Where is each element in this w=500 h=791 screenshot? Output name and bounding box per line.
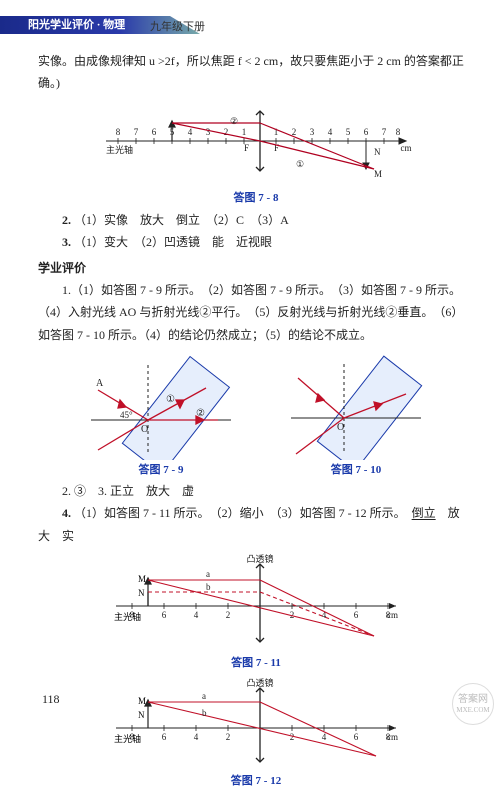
figure-row-9-10: A O 45° ① ② 答图 7 - 9 [38,350,474,480]
figure-7-12: 8642 2468 cm 凸透镜 M N a b 主光轴 [106,676,406,768]
eval-1: 1.（1）如答图 7 - 9 所示。 （2）如答图 7 - 9 所示。 （3）如… [38,279,474,346]
svg-text:F: F [244,143,249,153]
svg-text:主光轴: 主光轴 [106,144,133,155]
top-line: 实像。由成像规律知 u >2f，所以焦距 f < 2 cm，故只要焦距小于 2 … [38,50,474,94]
svg-text:cm: cm [387,610,398,620]
figure-7-8: 8765 4321 1234 5678 cm F F [96,97,416,185]
svg-text:6: 6 [152,127,157,137]
svg-text:4: 4 [194,610,199,620]
svg-text:4: 4 [322,732,327,742]
page-content: 实像。由成像规律知 u >2f，所以焦距 f < 2 cm，故只要焦距小于 2 … [38,50,474,791]
figure-7-9: A O 45° ① ② [86,350,236,460]
svg-text:45°: 45° [120,410,133,420]
svg-text:3: 3 [310,127,315,137]
caption-7-8: 答图 7 - 8 [38,188,474,208]
svg-text:4: 4 [328,127,333,137]
svg-text:②: ② [230,116,238,126]
figure-7-11: 8642 2468 cm 凸透镜 M N a b [106,550,406,650]
caption-7-10: 答图 7 - 10 [331,460,381,480]
caption-7-11: 答图 7 - 11 [38,653,474,673]
svg-text:a: a [202,691,206,701]
svg-text:凸透镜: 凸透镜 [246,677,273,688]
svg-text:8: 8 [396,127,401,137]
svg-text:6: 6 [354,610,359,620]
svg-text:4: 4 [188,127,193,137]
svg-text:主光轴: 主光轴 [114,611,141,622]
answer-3: 3. （1）变大 （2）凹透镜 能 近视眼 [38,231,474,253]
header-subtitle: 九年级下册 [150,18,205,34]
svg-text:1: 1 [242,127,247,137]
svg-text:2: 2 [224,127,229,137]
svg-text:cm: cm [387,732,398,742]
svg-text:6: 6 [162,732,167,742]
line-4b: 大 实 [38,525,474,547]
answer-2: 2. （1）实像 放大 倒立 （2）C （3）A [38,209,474,231]
line-4: 4. （1）如答图 7 - 11 所示。 （2）缩小 （3）如答图 7 - 12… [38,502,474,524]
svg-text:凸透镜: 凸透镜 [246,553,273,564]
svg-text:O: O [141,424,148,435]
svg-text:5: 5 [346,127,351,137]
caption-7-9: 答图 7 - 9 [139,460,184,480]
svg-text:6: 6 [162,610,167,620]
svg-text:2: 2 [226,732,231,742]
page-number: 118 [42,692,60,707]
section-heading: 学业评价 [38,257,474,279]
svg-text:a: a [206,569,210,579]
svg-text:cm: cm [401,143,412,153]
svg-text:b: b [206,582,211,592]
svg-text:6: 6 [364,127,369,137]
svg-text:6: 6 [354,732,359,742]
figure-7-10: O [286,350,426,460]
svg-text:3: 3 [206,127,211,137]
svg-text:主光轴: 主光轴 [114,733,141,744]
svg-text:M: M [138,696,146,706]
svg-text:N: N [138,710,145,720]
svg-text:7: 7 [134,127,139,137]
svg-text:M: M [138,574,146,584]
svg-text:N: N [138,588,145,598]
svg-text:N: N [374,147,381,157]
svg-text:8: 8 [116,127,121,137]
line-2-3: 2. ③ 3. 正立 放大 虚 [38,480,474,502]
svg-text:M: M [374,169,382,179]
watermark: 答案网 MXE.COM [452,683,494,725]
svg-text:②: ② [196,408,205,419]
svg-text:①: ① [296,159,304,169]
svg-text:①: ① [166,394,175,405]
caption-7-12: 答图 7 - 12 [38,771,474,791]
svg-text:b: b [202,708,207,718]
svg-text:A: A [96,378,104,389]
svg-text:7: 7 [382,127,387,137]
svg-text:2: 2 [226,610,231,620]
svg-text:O: O [337,422,344,433]
svg-text:4: 4 [194,732,199,742]
